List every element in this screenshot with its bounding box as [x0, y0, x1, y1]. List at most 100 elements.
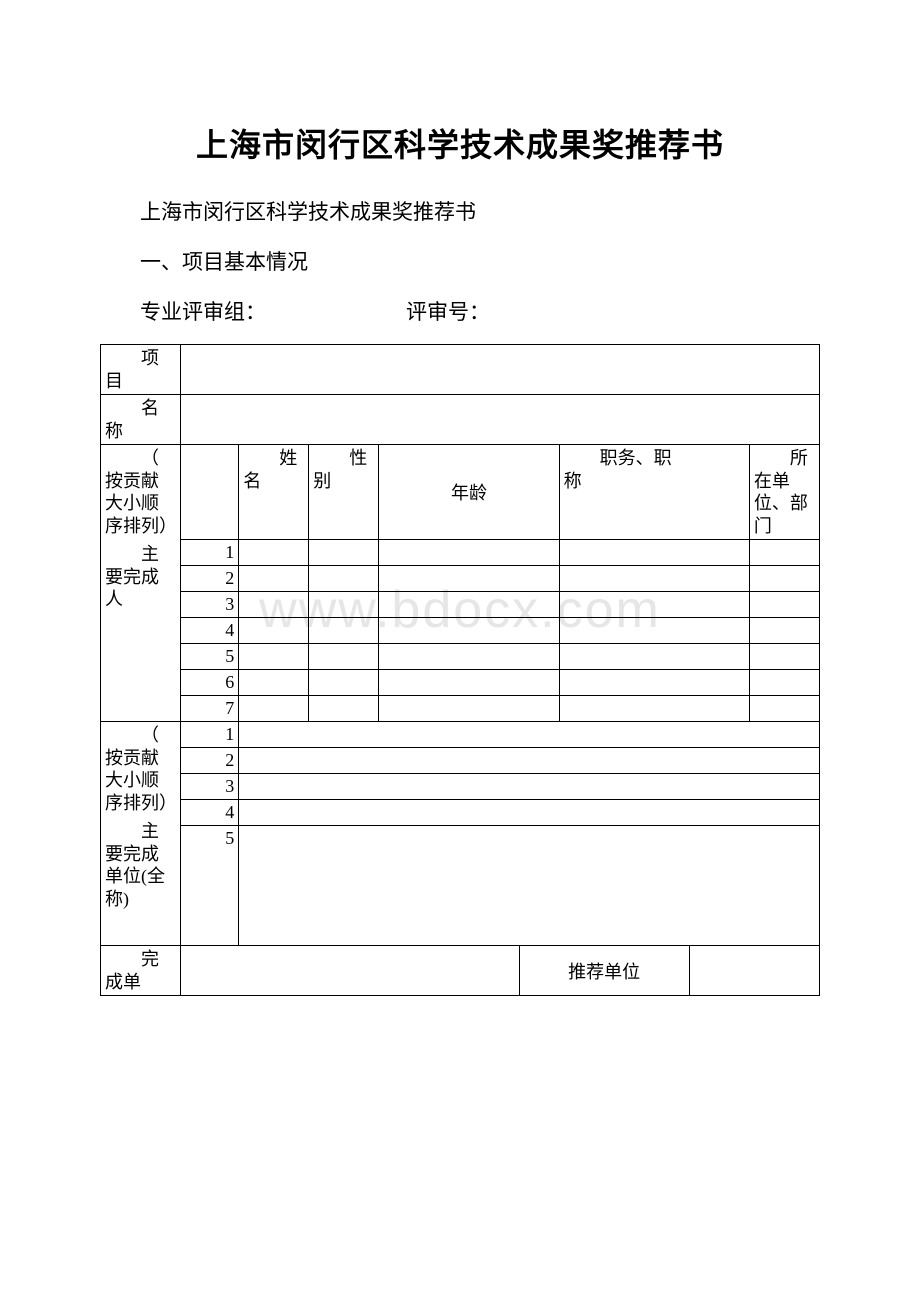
- unit-index: 4: [181, 800, 239, 826]
- cell-name-value: [181, 395, 820, 445]
- cell: [749, 540, 819, 566]
- cell: [559, 670, 749, 696]
- section-1-heading: 一、项目基本情况: [140, 246, 820, 276]
- header-job-title: 职务、职 称: [559, 445, 749, 540]
- cell: [239, 722, 820, 748]
- label-complete-unit: 完 成单: [101, 946, 181, 996]
- cell-recommend-unit-value: [689, 946, 819, 996]
- txt: （: [141, 448, 159, 468]
- txt: 称: [564, 470, 745, 493]
- person-index: 4: [181, 618, 239, 644]
- txt: 完: [141, 949, 159, 969]
- person-index: 7: [181, 696, 239, 722]
- page-subtitle: 上海市闵行区科学技术成果奖推荐书: [140, 196, 820, 226]
- table-row: 5: [101, 644, 820, 670]
- table-row: 2: [101, 748, 820, 774]
- cell: [559, 566, 749, 592]
- cell: [379, 540, 559, 566]
- label-name: 名 称: [101, 395, 181, 445]
- table-row: （ 按贡献大小顺序排列） 主 要完成单位(全称) 1: [101, 722, 820, 748]
- header-name: 姓 名: [239, 445, 309, 540]
- txt: 主: [141, 544, 159, 564]
- cell: [309, 618, 379, 644]
- row-footer: 完 成单 推荐单位: [101, 946, 820, 996]
- cell: [559, 644, 749, 670]
- txt: 名: [243, 470, 304, 493]
- txt: 所: [790, 448, 808, 468]
- cell: [749, 618, 819, 644]
- table-row: 7: [101, 696, 820, 722]
- txt: 名: [141, 398, 159, 418]
- unit-index: 1: [181, 722, 239, 748]
- txt: （: [141, 725, 159, 745]
- unit-index: 3: [181, 774, 239, 800]
- txt: 要完成人: [105, 566, 176, 611]
- person-index: 1: [181, 540, 239, 566]
- txt: 目: [105, 370, 123, 393]
- header-age: 年龄: [379, 445, 559, 540]
- cell: [239, 696, 309, 722]
- table-row: 4: [101, 800, 820, 826]
- label-review-number: 评审号：: [406, 300, 490, 324]
- txt: 按贡献大小顺序排列）: [105, 747, 176, 815]
- cell: [379, 566, 559, 592]
- table-row: 3: [101, 774, 820, 800]
- cell-complete-unit-value: [181, 946, 519, 996]
- header-dept: 所 在单位、部门: [749, 445, 819, 540]
- main-table: 项 目 名 称 （ 按贡献大小顺序排列） 主: [100, 344, 820, 996]
- txt: 职务、职: [600, 448, 672, 468]
- cell: [749, 696, 819, 722]
- cell: [309, 696, 379, 722]
- unit-index: 2: [181, 748, 239, 774]
- txt: 性: [349, 448, 367, 468]
- cell: [309, 644, 379, 670]
- unit-index: 5: [181, 826, 239, 946]
- person-index: 5: [181, 644, 239, 670]
- review-line: 专业评审组：评审号：: [140, 296, 820, 326]
- cell: [239, 670, 309, 696]
- cell: [239, 826, 820, 946]
- cell-project-value: [181, 345, 820, 395]
- label-primary-unit: （ 按贡献大小顺序排列） 主 要完成单位(全称): [101, 722, 181, 946]
- person-index: 6: [181, 670, 239, 696]
- cell: [379, 670, 559, 696]
- cell: [559, 618, 749, 644]
- cell: [749, 644, 819, 670]
- header-blank: [181, 445, 239, 540]
- cell: [379, 696, 559, 722]
- cell: [559, 540, 749, 566]
- table-row: 1: [101, 540, 820, 566]
- txt: 姓: [279, 448, 297, 468]
- cell: [309, 592, 379, 618]
- row-person-header: （ 按贡献大小顺序排列） 主 要完成人 姓 名 性 别 年龄 职务、职: [101, 445, 820, 540]
- cell: [309, 670, 379, 696]
- label-project: 项 目: [101, 345, 181, 395]
- txt: 主: [141, 821, 159, 841]
- txt: 称: [105, 420, 123, 443]
- table-row: 2: [101, 566, 820, 592]
- table-row: 5: [101, 826, 820, 946]
- txt: 别: [313, 470, 374, 493]
- cell: [559, 696, 749, 722]
- cell: [239, 618, 309, 644]
- header-gender: 性 别: [309, 445, 379, 540]
- cell: [379, 644, 559, 670]
- page-title: 上海市闵行区科学技术成果奖推荐书: [100, 120, 820, 166]
- txt: 成单: [105, 971, 176, 994]
- cell: [239, 592, 309, 618]
- cell: [309, 540, 379, 566]
- txt: 按贡献大小顺序排列）: [105, 470, 176, 538]
- table-row: 4: [101, 618, 820, 644]
- cell: [559, 592, 749, 618]
- cell: [239, 774, 820, 800]
- cell: [239, 540, 309, 566]
- cell: [749, 566, 819, 592]
- txt: 项: [141, 348, 159, 368]
- table-row: 3: [101, 592, 820, 618]
- cell: [379, 592, 559, 618]
- person-index: 2: [181, 566, 239, 592]
- cell: [749, 670, 819, 696]
- label-primary-person: （ 按贡献大小顺序排列） 主 要完成人: [101, 445, 181, 722]
- person-index: 3: [181, 592, 239, 618]
- row-name: 名 称: [101, 395, 820, 445]
